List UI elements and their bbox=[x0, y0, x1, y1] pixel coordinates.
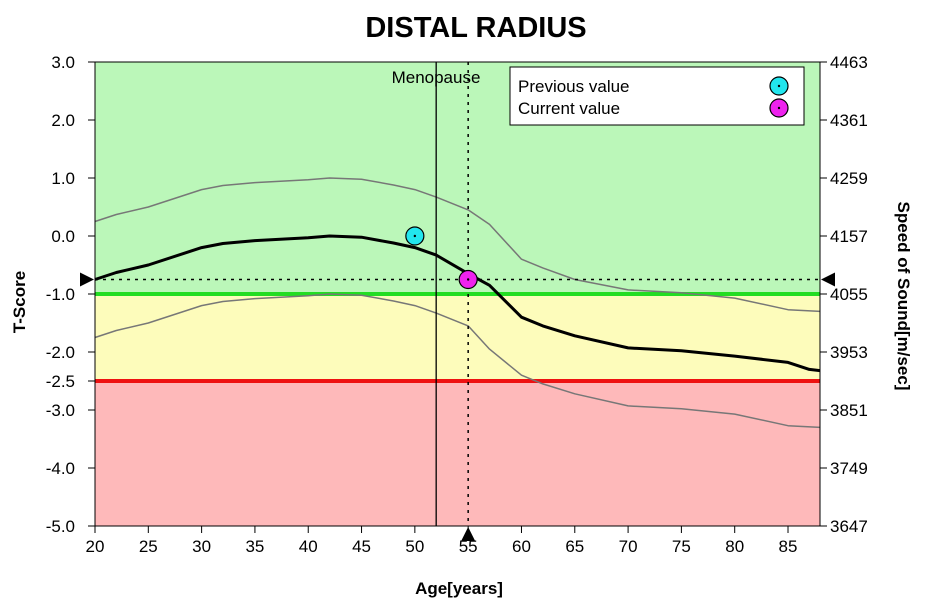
y-tick-label: 1.0 bbox=[51, 169, 75, 188]
y2-tick-label: 4055 bbox=[830, 285, 868, 304]
y-tick-label: -2.5 bbox=[46, 372, 75, 391]
right-arrow-marker bbox=[821, 272, 835, 287]
y-tick-label: 2.0 bbox=[51, 111, 75, 130]
zone-band bbox=[95, 381, 820, 526]
x-tick-label: 50 bbox=[405, 537, 424, 556]
y2-tick-label: 4463 bbox=[830, 53, 868, 72]
legend-label: Previous value bbox=[518, 77, 630, 96]
y-axis-label-right: Speed of Sound[m/sec] bbox=[894, 202, 913, 391]
menopause-label: Menopause bbox=[392, 68, 481, 87]
x-tick-label: 80 bbox=[725, 537, 744, 556]
x-tick-label: 60 bbox=[512, 537, 531, 556]
data-point-center bbox=[466, 278, 470, 281]
x-tick-label: 75 bbox=[672, 537, 691, 556]
curve-upper bbox=[94, 177, 821, 313]
x-tick-label: 30 bbox=[192, 537, 211, 556]
legend-label: Current value bbox=[518, 99, 620, 118]
left-arrow-marker bbox=[80, 272, 94, 287]
y-axis-right: 4463 4361 4259 4157 4055 3953 3851 3749 3647 bbox=[820, 53, 868, 536]
y2-tick-label: 4259 bbox=[830, 169, 868, 188]
legend: Previous value Current value bbox=[509, 66, 805, 126]
legend-box bbox=[509, 66, 805, 126]
x-tick-label: 25 bbox=[139, 537, 158, 556]
x-tick-label: 85 bbox=[779, 537, 798, 556]
x-tick-label: 40 bbox=[299, 537, 318, 556]
x-tick-label: 20 bbox=[86, 537, 105, 556]
curve-lower bbox=[94, 293, 821, 429]
bottom-arrow-marker bbox=[461, 527, 476, 541]
y-axis-left: 3.0 2.0 1.0 0.0 -1.0 -2.0 -2.5 -3.0 -4.0 -5.0 bbox=[46, 53, 95, 536]
y2-tick-label: 3953 bbox=[830, 343, 868, 362]
x-tick-label: 70 bbox=[619, 537, 638, 556]
y-axis-label-left: T-Score bbox=[10, 271, 29, 333]
data-points bbox=[405, 226, 478, 290]
data-point-center bbox=[413, 234, 417, 238]
age-markers: Menopause bbox=[80, 62, 835, 541]
y-tick-label: 3.0 bbox=[51, 53, 75, 72]
x-tick-label: 35 bbox=[245, 537, 264, 556]
y-tick-label: -3.0 bbox=[46, 401, 75, 420]
y2-tick-label: 4361 bbox=[830, 111, 868, 130]
legend-swatch-center bbox=[777, 84, 781, 88]
y2-tick-label: 3851 bbox=[830, 401, 868, 420]
x-tick-label: 65 bbox=[565, 537, 584, 556]
y-tick-label: -5.0 bbox=[46, 517, 75, 536]
x-tick-label: 55 bbox=[459, 537, 478, 556]
y2-tick-label: 3749 bbox=[830, 459, 868, 478]
zone-band bbox=[95, 294, 820, 381]
y2-tick-label: 4157 bbox=[830, 227, 868, 246]
y-tick-label: -4.0 bbox=[46, 459, 75, 478]
y-tick-label: -2.0 bbox=[46, 343, 75, 362]
x-axis: 20 25 30 35 40 45 50 55 60 65 70 75 80 85 bbox=[86, 526, 798, 556]
x-tick-label: 45 bbox=[352, 537, 371, 556]
x-axis-label: Age[years] bbox=[415, 579, 503, 598]
legend-swatch-center bbox=[777, 106, 781, 110]
y2-tick-label: 3647 bbox=[830, 517, 868, 536]
y-tick-label: -1.0 bbox=[46, 285, 75, 304]
y-tick-label: 0.0 bbox=[51, 227, 75, 246]
chart-title: DISTAL RADIUS bbox=[365, 12, 586, 44]
